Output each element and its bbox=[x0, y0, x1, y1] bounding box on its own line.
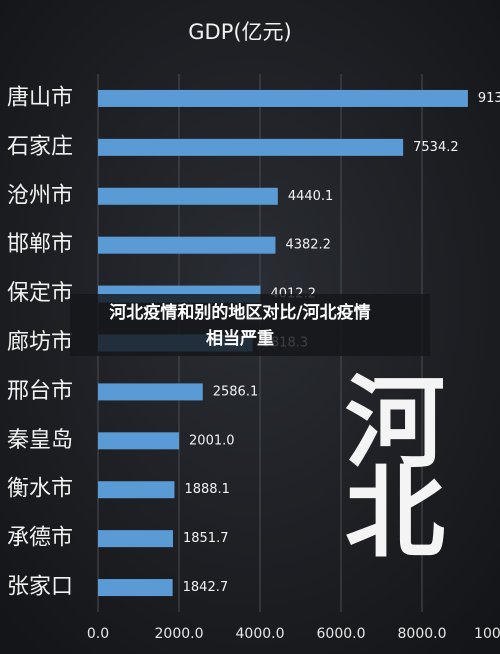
overlay-glyph: 河 bbox=[345, 364, 445, 481]
value-label: 2001.0 bbox=[189, 433, 235, 448]
y-tick-label: 廊坊市 bbox=[7, 330, 73, 355]
bar bbox=[98, 89, 468, 107]
bar bbox=[98, 138, 404, 156]
bar bbox=[98, 579, 173, 597]
caption-box bbox=[70, 294, 430, 356]
y-tick-label: 秦皇岛 bbox=[7, 428, 73, 453]
chart-title: GDP(亿元) bbox=[188, 20, 292, 44]
bar bbox=[98, 383, 203, 401]
value-label: 9133.3 bbox=[478, 91, 500, 106]
value-label: 4440.1 bbox=[288, 189, 334, 204]
caption: 河北疫情和别的地区对比/河北疫情 bbox=[109, 302, 370, 323]
grid: 0.0 2000.0 4000.0 6000.0 8000.0 10000.0 bbox=[87, 74, 500, 642]
y-tick-label: 衡水市 bbox=[7, 477, 73, 502]
bars: 唐山市9133.3石家庄7534.2沧州市4440.1邯郸市4382.2保定市4… bbox=[7, 85, 500, 599]
bar bbox=[98, 236, 276, 254]
bar bbox=[98, 530, 173, 548]
y-tick-label: 沧州市 bbox=[7, 183, 73, 208]
value-label: 2586.1 bbox=[213, 384, 259, 399]
y-tick-label: 石家庄 bbox=[7, 134, 73, 159]
y-tick-label: 邯郸市 bbox=[7, 232, 73, 257]
bar bbox=[98, 432, 180, 450]
x-tick-label: 10000.0 bbox=[474, 626, 500, 642]
caption: 相当严重 bbox=[206, 328, 274, 349]
x-tick-label: 6000.0 bbox=[317, 626, 366, 642]
value-label: 1851.7 bbox=[183, 531, 229, 546]
y-tick-label: 邢台市 bbox=[7, 379, 73, 404]
y-tick-label: 承德市 bbox=[7, 526, 73, 551]
bar bbox=[98, 481, 175, 499]
bar bbox=[98, 187, 278, 205]
value-label: 1888.1 bbox=[184, 482, 230, 497]
y-tick-label: 张家口 bbox=[7, 575, 73, 600]
x-tick-label: 0.0 bbox=[87, 626, 109, 642]
overlay-glyph: 北 bbox=[345, 454, 445, 571]
value-label: 1842.7 bbox=[183, 580, 229, 595]
x-tick-label: 4000.0 bbox=[236, 626, 285, 642]
y-tick-label: 保定市 bbox=[7, 281, 73, 306]
x-tick-label: 8000.0 bbox=[398, 626, 447, 642]
y-tick-label: 唐山市 bbox=[7, 85, 73, 110]
value-label: 7534.2 bbox=[413, 140, 459, 155]
value-label: 4382.2 bbox=[285, 238, 331, 253]
x-tick-label: 2000.0 bbox=[155, 626, 204, 642]
